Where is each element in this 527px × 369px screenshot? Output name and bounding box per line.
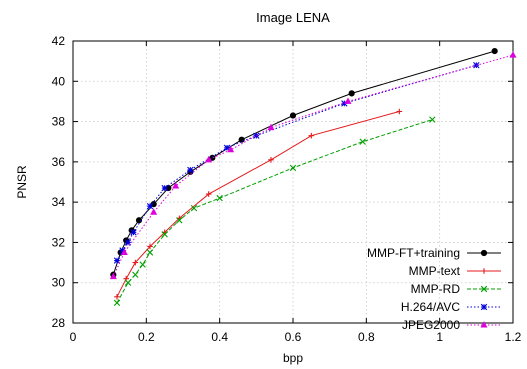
legend-entry-mmp-ft-training: MMP-FT+training bbox=[367, 246, 501, 260]
y-tick-label: 36 bbox=[52, 155, 66, 169]
legend: MMP-FT+training MMP-text MMP-RD H.264/AVC JP… bbox=[367, 246, 501, 332]
legend-marker bbox=[480, 321, 488, 328]
x-tick-label: 0.8 bbox=[358, 330, 375, 344]
data-point-mmp-rd bbox=[429, 116, 436, 123]
y-tick-label: 40 bbox=[52, 74, 66, 88]
data-point-h-264-avc bbox=[113, 257, 121, 264]
legend-marker bbox=[480, 249, 488, 257]
series-mmp-text bbox=[114, 108, 403, 300]
data-point-mmp-rd bbox=[190, 204, 198, 212]
series-line-mmp-ft-training bbox=[112, 50, 495, 275]
legend-label: H.264/AVC bbox=[401, 300, 460, 314]
data-point-jpeg2000 bbox=[150, 208, 158, 215]
data-point-h-264-avc bbox=[146, 202, 154, 210]
legend-marker bbox=[480, 303, 488, 311]
y-tick-label: 32 bbox=[52, 235, 66, 249]
data-point-mmp-text bbox=[268, 157, 274, 163]
data-point-jpeg2000 bbox=[109, 272, 117, 280]
data-point-mmp-ft-training bbox=[348, 90, 355, 97]
axis-ticks: 0 0.2 0.4 0.6 0.8 1 1.2 28 30 32 34 36 38 40 42 bbox=[52, 34, 522, 344]
y-tick-label: 34 bbox=[52, 195, 66, 209]
data-point-h-264-avc bbox=[253, 132, 260, 139]
data-point-mmp-rd bbox=[139, 261, 146, 268]
data-point-mmp-rd bbox=[176, 217, 183, 224]
data-point-mmp-rd bbox=[216, 194, 223, 202]
x-tick-label: 0.4 bbox=[211, 330, 228, 344]
x-tick-label: 1.2 bbox=[505, 330, 522, 344]
data-point-jpeg2000 bbox=[172, 182, 180, 189]
data-point-mmp-rd bbox=[359, 138, 366, 145]
y-tick-label: 28 bbox=[52, 316, 66, 330]
data-point-mmp-rd bbox=[132, 271, 139, 278]
series-line-jpeg2000 bbox=[112, 54, 514, 277]
y-axis-title: PNSR bbox=[15, 165, 29, 199]
series-line-mmp-rd bbox=[116, 119, 433, 304]
legend-entry-mmp-rd: MMP-RD bbox=[411, 282, 501, 296]
y-tick-label: 42 bbox=[52, 34, 66, 48]
series-h-264-avc bbox=[113, 61, 480, 264]
data-point-mmp-text bbox=[132, 259, 139, 266]
data-point-mmp-ft-training bbox=[289, 112, 297, 119]
data-point-mmp-rd bbox=[161, 231, 168, 238]
data-point-h-264-avc bbox=[130, 229, 137, 236]
data-point-h-264-avc bbox=[161, 184, 168, 192]
x-tick-label: 0.6 bbox=[285, 330, 302, 344]
data-point-mmp-text bbox=[114, 294, 120, 300]
series-jpeg2000 bbox=[109, 51, 517, 280]
grid bbox=[73, 41, 513, 323]
series-mmp-ft-training bbox=[110, 47, 498, 278]
data-point-h-264-avc bbox=[187, 166, 194, 174]
chart-title: Image LENA bbox=[256, 10, 330, 25]
legend-marker bbox=[480, 285, 488, 293]
data-point-mmp-text bbox=[147, 243, 153, 250]
data-point-mmp-ft-training bbox=[135, 217, 143, 224]
legend-entry-mmp-text: MMP-text bbox=[409, 264, 501, 278]
data-point-mmp-text bbox=[308, 132, 315, 139]
x-tick-label: 0.2 bbox=[138, 330, 155, 344]
data-point-jpeg2000 bbox=[227, 145, 235, 153]
legend-label: JPEG2000 bbox=[402, 318, 460, 332]
data-point-jpeg2000 bbox=[120, 248, 128, 255]
series-layer bbox=[109, 47, 517, 307]
legend-label: MMP-text bbox=[409, 264, 461, 278]
y-tick-label: 30 bbox=[52, 276, 66, 290]
data-point-jpeg2000 bbox=[344, 97, 352, 104]
legend-label: MMP-FT+training bbox=[367, 246, 460, 260]
data-point-mmp-ft-training bbox=[491, 47, 498, 55]
series-mmp-rd bbox=[113, 116, 436, 307]
data-point-mmp-rd bbox=[113, 299, 121, 307]
x-tick-label: 0 bbox=[70, 330, 77, 344]
legend-entry-h-264-avc: H.264/AVC bbox=[401, 300, 501, 314]
data-point-h-264-avc bbox=[341, 100, 348, 107]
data-point-h-264-avc bbox=[119, 247, 126, 254]
data-point-h-264-avc bbox=[223, 144, 231, 151]
x-tick-label: 1 bbox=[436, 330, 443, 344]
y-tick-label: 38 bbox=[52, 115, 66, 129]
data-point-jpeg2000 bbox=[205, 155, 213, 163]
series-line-h-264-avc bbox=[116, 64, 477, 261]
data-point-mmp-rd bbox=[124, 279, 132, 286]
data-point-jpeg2000 bbox=[509, 51, 517, 58]
data-point-mmp-rd bbox=[146, 249, 154, 256]
data-point-mmp-text bbox=[396, 108, 403, 115]
x-axis-title: bpp bbox=[283, 351, 303, 365]
data-point-mmp-rd bbox=[289, 164, 297, 172]
data-point-h-264-avc bbox=[124, 239, 132, 246]
series-line-mmp-text bbox=[116, 111, 400, 298]
data-point-jpeg2000 bbox=[267, 123, 275, 131]
data-point-mmp-text bbox=[205, 191, 212, 197]
legend-marker bbox=[481, 268, 487, 274]
legend-label: MMP-RD bbox=[411, 282, 461, 296]
legend-entry-jpeg2000: JPEG2000 bbox=[402, 318, 501, 332]
